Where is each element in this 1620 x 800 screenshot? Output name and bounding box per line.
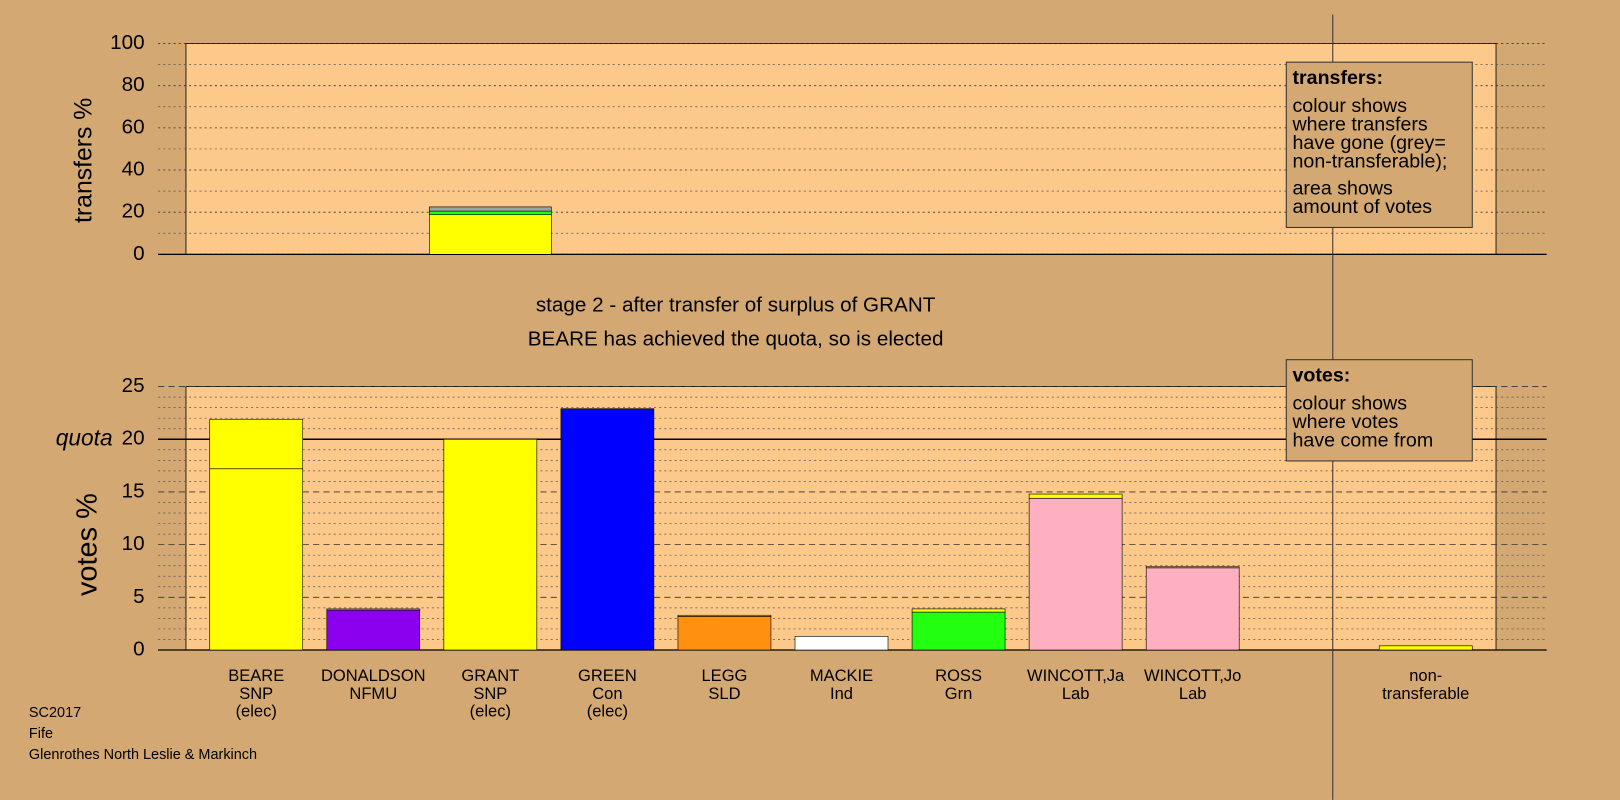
bar-segment [1145, 566, 1240, 569]
y-tick-label: 15 [122, 479, 145, 502]
annotation-text: area shows [1292, 177, 1393, 199]
annotation-heading: transfers: [1292, 67, 1383, 89]
x-tick-label: GRANT [461, 666, 519, 685]
y-tick-label: 80 [122, 73, 145, 96]
plot-area [185, 386, 1497, 651]
bar-segment [1028, 497, 1123, 651]
x-tick-label: Grn [945, 684, 973, 703]
x-tick-label: Lab [1062, 684, 1090, 703]
chart-title: BEARE has achieved the quota, so is elec… [528, 328, 944, 351]
bar-segment [429, 214, 552, 255]
y-axis-label: votes % [71, 493, 103, 596]
annotation-text: where votes [1291, 411, 1398, 433]
x-tick-label: (elec) [587, 701, 628, 720]
annotation-text: have gone (grey= [1292, 132, 1445, 154]
annotation-text: non-transferable); [1292, 151, 1447, 173]
bar-segment [677, 614, 772, 617]
annotation-box [1285, 61, 1473, 228]
x-tick-label: SLD [708, 684, 740, 703]
bar-segment [209, 468, 304, 651]
x-tick-label: WINCOTT,Jo [1144, 666, 1241, 685]
annotation-text: where transfers [1291, 113, 1427, 135]
chart-title: stage 2 - after transfer of surplus of G… [536, 293, 936, 316]
bar-segment [560, 408, 655, 651]
x-tick-label: Ind [830, 684, 853, 703]
y-tick-label: 5 [133, 585, 144, 608]
x-tick-label: DONALDSON [321, 666, 426, 685]
x-tick-label: NFMU [349, 684, 397, 703]
x-tick-label: WINCOTT,Ja [1027, 666, 1125, 685]
x-tick-label: (elec) [236, 701, 277, 720]
bar-segment [794, 636, 889, 651]
y-tick-label: 20 [122, 200, 145, 223]
y-axis-label: transfers % [70, 98, 97, 223]
footer-text: Glenrothes North Leslie & Markinch [29, 747, 257, 763]
bar-segment [429, 206, 552, 212]
y-tick-label: 25 [122, 374, 145, 397]
y-tick-label: 60 [122, 115, 145, 138]
x-tick-label: GREEN [578, 666, 637, 685]
bar-segment [326, 608, 421, 611]
x-tick-label: MACKIE [810, 666, 873, 685]
annotation-text: amount of votes [1292, 196, 1432, 218]
annotation-heading: votes: [1292, 364, 1350, 386]
footer-text: SC2017 [29, 705, 81, 721]
x-tick-label: SNP [473, 684, 507, 703]
x-tick-label: transferable [1382, 684, 1469, 703]
bar-segment [326, 609, 421, 651]
x-tick-label: ROSS [935, 666, 982, 685]
bar-segment [1378, 645, 1473, 651]
x-tick-label: (elec) [470, 701, 511, 720]
bar-segment [911, 608, 1006, 613]
y-tick-label: 10 [122, 532, 145, 555]
annotation-text: colour shows [1292, 95, 1407, 117]
bar-segment [911, 611, 1006, 651]
y-tick-label: 20 [122, 427, 145, 450]
x-tick-label: SNP [239, 684, 273, 703]
bar-segment [1028, 493, 1123, 499]
x-tick-label: Con [592, 684, 622, 703]
x-tick-label: non- [1409, 666, 1442, 685]
x-tick-label: LEGG [702, 666, 748, 685]
quota-label: quota [56, 424, 113, 450]
bar-segment [443, 438, 538, 651]
bar-segment [209, 418, 304, 470]
y-tick-label: 0 [133, 637, 144, 660]
x-tick-label: BEARE [228, 666, 284, 685]
y-tick-label: 100 [110, 31, 144, 54]
annotation-text: have come from [1292, 430, 1433, 452]
bar-segment [429, 210, 552, 216]
annotation-text: colour shows [1292, 392, 1407, 414]
footer-text: Fife [29, 726, 53, 742]
y-tick-label: 0 [133, 242, 144, 265]
bar-segment [1145, 567, 1240, 651]
annotation-box [1285, 359, 1473, 462]
x-tick-label: Lab [1179, 684, 1207, 703]
bar-segment [677, 615, 772, 651]
y-tick-label: 40 [122, 157, 145, 180]
